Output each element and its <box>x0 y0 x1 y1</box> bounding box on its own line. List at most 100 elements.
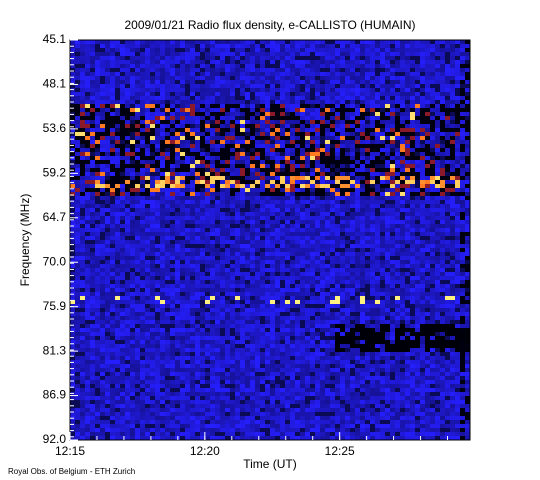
spectrogram-cell <box>435 164 440 168</box>
spectrogram-cell <box>400 68 405 72</box>
spectrogram-cell <box>305 256 310 260</box>
spectrogram-cell <box>140 220 145 224</box>
spectrogram-cell <box>155 152 160 156</box>
spectrogram-cell <box>280 184 285 188</box>
spectrogram-cell <box>195 156 200 160</box>
spectrogram-cell <box>120 136 125 140</box>
spectrogram-cell <box>450 264 455 268</box>
spectrogram-cell <box>200 240 205 244</box>
spectrogram-cell <box>250 112 255 116</box>
spectrogram-cell <box>420 240 425 244</box>
spectrogram-cell <box>135 228 140 232</box>
spectrogram-cell <box>165 124 170 128</box>
spectrogram-cell <box>435 236 440 240</box>
spectrogram-cell <box>460 280 465 284</box>
spectrogram-cell <box>165 244 170 248</box>
spectrogram-cell <box>270 144 275 148</box>
spectrogram-cell <box>110 268 115 272</box>
spectrogram-cell <box>310 132 315 136</box>
spectrogram-cell <box>230 168 235 172</box>
spectrogram-cell <box>430 52 435 56</box>
spectrogram-cell <box>145 252 150 256</box>
spectrogram-cell <box>380 260 385 264</box>
spectrogram-cell <box>325 108 330 112</box>
spectrogram-cell <box>125 48 130 52</box>
spectrogram-cell <box>250 60 255 64</box>
spectrogram-cell <box>180 160 185 164</box>
spectrogram-cell <box>460 228 465 232</box>
spectrogram-cell <box>150 92 155 96</box>
spectrogram-cell <box>180 120 185 124</box>
spectrogram-cell <box>140 164 145 168</box>
spectrogram-cell <box>460 204 465 208</box>
spectrogram-cell <box>350 236 355 240</box>
spectrogram-cell <box>340 268 345 272</box>
spectrogram-cell <box>125 160 130 164</box>
spectrogram-cell <box>220 68 225 72</box>
spectrogram-cell <box>335 184 340 188</box>
spectrogram-cell <box>390 136 395 140</box>
spectrogram-cell <box>90 248 95 252</box>
spectrogram-cell <box>225 80 230 84</box>
spectrogram-cell <box>100 188 105 192</box>
spectrogram-cell <box>130 284 135 288</box>
spectrogram-cell <box>115 200 120 204</box>
spectrogram-cell <box>400 248 405 252</box>
spectrogram-cell <box>115 108 120 112</box>
spectrogram-cell <box>235 176 240 180</box>
spectrogram-cell <box>180 140 185 144</box>
spectrogram-cell <box>375 244 380 248</box>
spectrogram-cell <box>405 84 410 88</box>
spectrogram-cell <box>320 44 325 48</box>
spectrogram-cell <box>170 240 175 244</box>
spectrogram-cell <box>345 120 350 124</box>
spectrogram-cell <box>245 152 250 156</box>
spectrogram-cell <box>435 240 440 244</box>
spectrogram-cell <box>400 56 405 60</box>
spectrogram-cell <box>230 128 235 132</box>
spectrogram-cell <box>165 252 170 256</box>
spectrogram-cell <box>440 280 445 284</box>
spectrogram-cell <box>200 160 205 164</box>
spectrogram-cell <box>250 104 255 108</box>
spectrogram-cell <box>175 84 180 88</box>
spectrogram-cell <box>140 56 145 60</box>
spectrogram-cell <box>305 204 310 208</box>
spectrogram-cell <box>145 260 150 264</box>
spectrogram-cell <box>465 160 470 164</box>
spectrogram-cell <box>415 248 420 252</box>
spectrogram-cell <box>190 276 195 280</box>
spectrogram-cell <box>210 192 215 196</box>
spectrogram-cell <box>420 92 425 96</box>
spectrogram-cell <box>95 172 100 176</box>
spectrogram-cell <box>130 112 135 116</box>
spectrogram-cell <box>445 120 450 124</box>
spectrogram-cell <box>70 136 75 140</box>
spectrogram-cell <box>315 180 320 184</box>
spectrogram-cell <box>90 276 95 280</box>
spectrogram-cell <box>70 92 75 96</box>
spectrogram-cell <box>420 204 425 208</box>
spectrogram-cell <box>205 272 210 276</box>
spectrogram-cell <box>435 148 440 152</box>
spectrogram-cell <box>220 140 225 144</box>
spectrogram-cell <box>285 268 290 272</box>
spectrogram-cell <box>425 120 430 124</box>
spectrogram-cell <box>260 128 265 132</box>
spectrogram-cell <box>315 124 320 128</box>
spectrogram-cell <box>100 240 105 244</box>
spectrogram-cell <box>215 116 220 120</box>
spectrogram-cell <box>215 100 220 104</box>
spectrogram-cell <box>105 288 110 292</box>
spectrogram-cell <box>395 224 400 228</box>
spectrogram-cell <box>170 108 175 112</box>
spectrogram-cell <box>275 200 280 204</box>
spectrogram-cell <box>425 112 430 116</box>
spectrogram-cell <box>355 44 360 48</box>
spectrogram-cell <box>440 108 445 112</box>
spectrogram-cell <box>160 236 165 240</box>
spectrogram-cell <box>410 124 415 128</box>
spectrogram-cell <box>150 60 155 64</box>
spectrogram-cell <box>400 252 405 256</box>
spectrogram-cell <box>435 224 440 228</box>
